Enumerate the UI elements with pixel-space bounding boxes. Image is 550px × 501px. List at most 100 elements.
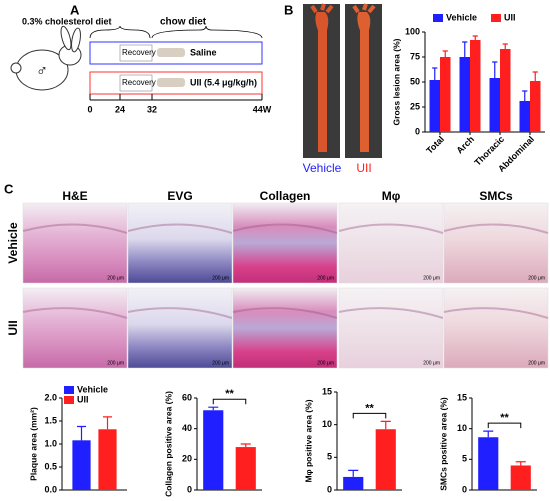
bar xyxy=(343,476,364,490)
bar xyxy=(429,80,440,132)
micrograph xyxy=(232,287,338,369)
micrograph xyxy=(232,202,338,284)
micrograph xyxy=(22,202,128,284)
error-bar xyxy=(102,416,113,430)
scale-bar: 200 μm xyxy=(107,275,124,281)
scale-bar: 200 μm xyxy=(528,275,545,281)
error-bar xyxy=(492,61,498,78)
y-tick-label: 0 xyxy=(462,484,467,494)
y-tick-label: 5 xyxy=(327,452,332,462)
error-bar xyxy=(348,469,359,477)
y-tick-label: 5 xyxy=(462,454,467,464)
panel-letter: A xyxy=(70,2,80,17)
significance-bracket xyxy=(487,422,522,429)
y-tick-label: 0 xyxy=(415,126,420,136)
column-header: EVG xyxy=(167,189,192,203)
y-tick-label: 50 xyxy=(410,76,420,86)
legend-label: Vehicle xyxy=(446,12,477,22)
column-header: Mφ xyxy=(382,189,401,203)
y-tick-label: 60 xyxy=(182,392,192,402)
scale-bar: 200 μm xyxy=(423,360,440,366)
y-tick-label: 0 xyxy=(327,484,332,494)
y-tick-label: 75 xyxy=(410,51,420,61)
legend-label: Vehicle xyxy=(77,384,108,394)
legend-label: UII xyxy=(504,12,516,22)
bar xyxy=(478,437,499,490)
error-bar xyxy=(483,430,494,438)
y-tick-label: 20 xyxy=(182,454,192,464)
error-bar xyxy=(240,443,251,448)
treatment: UII (5.4 μg/kg/h) xyxy=(190,77,257,87)
error-bar xyxy=(380,420,391,430)
micrograph xyxy=(443,287,549,369)
y-tick-label: 10 xyxy=(322,419,332,429)
y-axis-label: Gross lesion area (%) xyxy=(391,38,401,125)
scale-bar: 200 μm xyxy=(317,360,334,366)
micrograph xyxy=(443,202,549,284)
treatment: Saline xyxy=(190,47,217,57)
pump xyxy=(157,48,185,57)
micrograph xyxy=(127,202,233,284)
scale-bar: 200 μm xyxy=(212,360,229,366)
row-label: UII xyxy=(6,320,20,335)
tissue-edge xyxy=(232,307,338,319)
aorta xyxy=(352,3,376,152)
column-header: Collagen xyxy=(260,189,311,203)
recovery: Recovery xyxy=(122,48,156,57)
time: 0 xyxy=(87,104,92,114)
tissue-edge xyxy=(338,307,444,319)
significance: ** xyxy=(500,412,509,424)
y-tick-label: 10 xyxy=(457,423,467,433)
y-tick-label: 25 xyxy=(410,101,420,111)
recovery: Recovery xyxy=(122,78,156,87)
error-bar xyxy=(208,406,219,411)
legend-swatch xyxy=(433,14,443,22)
error-bar xyxy=(432,67,438,80)
legend-swatch xyxy=(491,14,501,22)
significance-bracket xyxy=(352,412,387,419)
scale-bar: 200 μm xyxy=(317,275,334,281)
bar xyxy=(459,57,470,132)
y-tick-label: 0 xyxy=(187,484,192,494)
y-tick-label: 15 xyxy=(457,392,467,402)
bar xyxy=(489,78,500,132)
column-header: H&E xyxy=(62,189,87,203)
x-tick-label: Arch xyxy=(455,134,477,156)
y-tick-label: 1.5 xyxy=(44,415,57,425)
aorta-label: UII xyxy=(356,161,371,175)
bar xyxy=(500,49,511,132)
error-bar xyxy=(532,71,538,81)
scale-bar: 200 μm xyxy=(528,360,545,366)
time: 24 xyxy=(115,104,125,114)
error-bar xyxy=(515,461,526,466)
panel-letter: C xyxy=(4,181,14,196)
diet-label: 0.3% cholesterol diet xyxy=(22,16,112,26)
bar xyxy=(72,440,91,490)
tissue-edge xyxy=(127,223,233,234)
bar xyxy=(375,429,396,490)
recovery-box xyxy=(119,74,153,92)
panel-a: A 0.3% cholesterol diet chow diet Recove… xyxy=(10,2,272,114)
bar xyxy=(510,465,531,490)
y-tick-label: 15 xyxy=(322,386,332,396)
micrograph xyxy=(338,202,444,284)
panel-b: B Vehicle UII xyxy=(284,2,382,175)
bar xyxy=(203,410,224,490)
scale-bar: 200 μm xyxy=(423,275,440,281)
tissue-edge xyxy=(443,307,549,319)
time: 44W xyxy=(253,104,272,114)
micrograph xyxy=(127,287,233,369)
y-tick-label: 2.0 xyxy=(44,392,57,402)
significance: ** xyxy=(225,388,234,400)
error-bar xyxy=(442,50,448,57)
bar xyxy=(235,447,256,490)
sex-symbol: ♂ xyxy=(36,63,48,80)
diet-label: chow diet xyxy=(160,17,207,28)
bar xyxy=(519,101,530,132)
aorta xyxy=(310,3,334,152)
panel-letter: B xyxy=(284,2,293,17)
tissue-edge xyxy=(443,223,549,234)
aorta-label: Vehicle xyxy=(303,161,342,175)
y-axis-label: Mφ positive area (%) xyxy=(303,399,313,482)
